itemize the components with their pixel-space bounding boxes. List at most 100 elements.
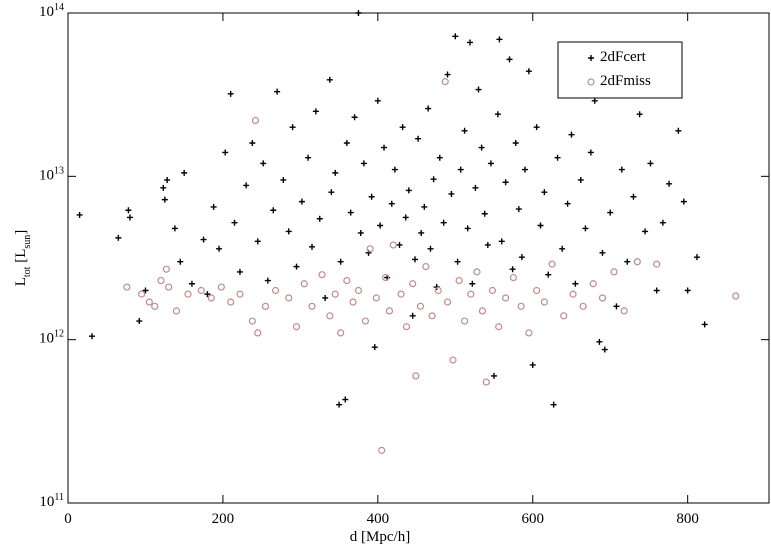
point <box>243 182 250 189</box>
point <box>396 241 403 248</box>
point <box>599 249 606 256</box>
point <box>231 219 238 226</box>
x-axis-label: d [Mpc/h] <box>350 529 410 545</box>
point <box>457 166 464 173</box>
point <box>467 290 475 298</box>
point <box>559 245 566 252</box>
point <box>254 329 262 337</box>
legend-label: 2dFcert <box>600 49 647 65</box>
point <box>548 260 556 268</box>
point <box>421 203 428 210</box>
point <box>125 207 132 214</box>
point <box>540 298 548 306</box>
x-tick-label: 200 <box>212 511 235 527</box>
point <box>298 198 305 205</box>
point <box>478 144 485 151</box>
point <box>653 260 661 268</box>
x-tick-label: 400 <box>367 511 390 527</box>
point <box>332 169 339 176</box>
point <box>381 273 390 282</box>
point <box>620 307 628 315</box>
point <box>371 344 378 351</box>
point <box>349 298 357 306</box>
point <box>402 214 409 221</box>
point <box>389 241 397 249</box>
point <box>537 222 544 229</box>
point <box>564 200 571 207</box>
point <box>577 176 584 183</box>
point <box>115 234 122 241</box>
point <box>343 276 351 285</box>
x-tick-label: 600 <box>522 511 545 527</box>
point <box>460 317 469 325</box>
point <box>305 154 312 161</box>
point <box>145 298 153 306</box>
point <box>461 127 468 134</box>
point <box>598 294 607 302</box>
legend-box <box>557 41 683 99</box>
point <box>607 209 614 216</box>
legend-marker <box>587 78 595 86</box>
point <box>217 283 225 291</box>
point <box>579 302 587 310</box>
point <box>336 401 343 408</box>
point <box>89 333 96 340</box>
point <box>385 307 394 315</box>
point <box>525 329 533 337</box>
point <box>659 219 666 226</box>
point <box>434 286 442 295</box>
point <box>436 154 443 161</box>
point <box>328 189 335 196</box>
point <box>454 258 461 265</box>
point <box>160 184 167 191</box>
point <box>509 266 516 273</box>
point <box>487 160 494 167</box>
point <box>412 256 419 263</box>
point <box>496 36 503 43</box>
point <box>171 225 178 232</box>
point <box>455 276 463 285</box>
point <box>399 124 406 131</box>
point <box>569 290 577 298</box>
point <box>322 294 329 301</box>
point <box>254 238 261 245</box>
point <box>484 241 491 248</box>
point <box>464 225 471 232</box>
point <box>469 280 476 287</box>
point <box>416 302 425 310</box>
point <box>409 312 416 319</box>
point <box>422 263 430 271</box>
point <box>512 139 519 146</box>
point <box>271 286 280 295</box>
point <box>351 114 358 121</box>
point <box>204 291 211 298</box>
point <box>693 254 700 261</box>
point <box>491 372 498 379</box>
legend-label: 2dFmiss <box>600 73 651 89</box>
point <box>285 228 292 235</box>
point <box>188 280 195 287</box>
point <box>388 200 395 207</box>
point <box>522 166 529 173</box>
point <box>554 154 561 161</box>
point <box>164 176 171 183</box>
point <box>378 446 386 454</box>
point <box>337 258 344 265</box>
point <box>236 290 244 298</box>
point <box>312 108 319 115</box>
point <box>467 39 474 46</box>
y-tick-label: 1011 <box>39 492 64 511</box>
point <box>425 105 432 112</box>
point <box>151 302 159 310</box>
point <box>270 207 277 214</box>
point <box>372 294 380 302</box>
plot-frame <box>67 12 770 504</box>
point <box>589 280 597 288</box>
point <box>541 189 548 196</box>
point <box>397 290 405 298</box>
point <box>515 206 522 213</box>
point <box>391 166 398 173</box>
point <box>675 127 682 134</box>
point <box>249 139 256 146</box>
